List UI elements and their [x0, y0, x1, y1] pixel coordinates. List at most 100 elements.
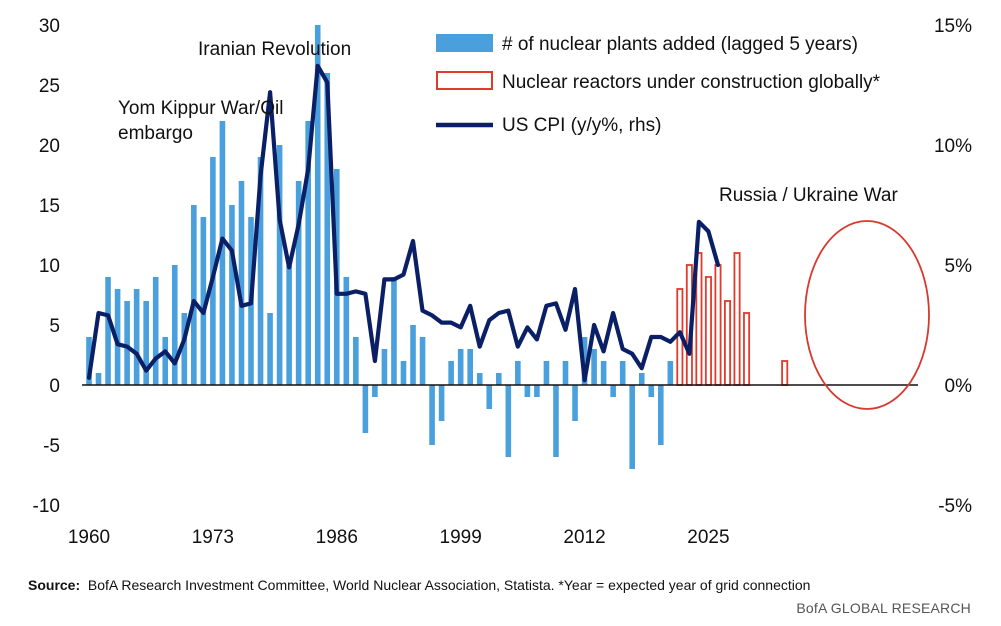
left-tick-label: 20	[39, 136, 60, 157]
plants-added-bar	[124, 301, 130, 385]
plants-added-bar	[257, 157, 264, 385]
legend-label-bar: # of nuclear plants added (lagged 5 year…	[502, 34, 858, 55]
plants-added-bar	[295, 181, 302, 385]
plants-added-bar	[467, 349, 473, 385]
annotation-russia-ukraine: Russia / Ukraine War	[719, 185, 898, 206]
plants-added-bar	[133, 289, 140, 385]
right-tick-label: 5%	[945, 256, 973, 277]
plants-added-bar	[505, 385, 512, 457]
left-tick-label: 10	[39, 256, 60, 277]
plants-added-bar	[419, 337, 426, 385]
construction-bar	[781, 360, 789, 386]
plants-added-bar	[276, 145, 283, 385]
right-tick-label: 15%	[934, 16, 972, 37]
source-label: Source:	[28, 577, 81, 593]
left-axis-ticks: 30 25 20 15 10 5 0 -5 -10	[33, 16, 60, 517]
plants-added-bar	[381, 349, 388, 385]
legend-swatch-bar	[436, 34, 493, 52]
source-text: BofA Research Investment Committee, Worl…	[87, 577, 811, 593]
right-axis-ticks: 15% 10% 5% 0% -5%	[934, 16, 972, 517]
plants-added-bar	[619, 361, 626, 385]
x-axis-ticks: 1960 1973 1986 1999 2012 2025	[68, 527, 730, 548]
left-tick-label: -5	[43, 436, 60, 457]
plants-added-bar	[457, 349, 464, 385]
legend-label-cpi: US CPI (y/y%, rhs)	[502, 115, 661, 136]
left-tick-label: 30	[39, 16, 60, 37]
left-tick-label: 0	[49, 376, 60, 397]
plants-added-bar	[658, 385, 664, 445]
plants-added-bar	[438, 385, 445, 421]
plants-added-bar	[543, 361, 550, 385]
plants-added-bar	[476, 373, 483, 385]
plants-added-bar	[429, 385, 435, 445]
plants-added-bar	[95, 373, 102, 385]
plants-added-bar	[372, 385, 378, 397]
right-tick-label: 0%	[945, 376, 973, 397]
plants-added-bar	[400, 361, 407, 385]
construction-bar	[724, 300, 732, 386]
plants-added-bar	[515, 361, 521, 385]
left-tick-label: 5	[49, 316, 60, 337]
plants-added-bar	[534, 385, 540, 397]
plants-added-bar	[86, 337, 92, 385]
plants-added-bar	[362, 385, 369, 433]
plants-added-bar	[562, 361, 569, 385]
left-tick-label: 15	[39, 196, 60, 217]
plants-added-bar	[524, 385, 531, 397]
plants-added-bar	[553, 385, 559, 457]
annotation-oil-embargo: embargo	[118, 123, 193, 144]
x-tick-label: 1986	[316, 527, 358, 548]
plants-added-bar	[572, 385, 578, 421]
plants-added-bar	[181, 313, 188, 385]
plants-added-bar	[286, 265, 292, 385]
plants-added-bar	[238, 181, 245, 385]
plants-added-bar	[171, 265, 178, 385]
x-tick-label: 1999	[440, 527, 482, 548]
construction-bar	[714, 264, 722, 386]
plants-added-bar	[324, 73, 331, 385]
plants-added-bar	[229, 205, 235, 385]
plants-added-bar	[391, 277, 397, 385]
plants-added-bar	[162, 337, 169, 385]
legend-swatch-outline	[436, 71, 493, 90]
ukraine-war-highlight-ellipse	[804, 220, 930, 410]
plants-added-bar	[114, 289, 121, 385]
plants-added-bar	[314, 25, 321, 385]
brand-label: BofA GLOBAL RESEARCH	[796, 600, 971, 616]
x-tick-label: 2012	[563, 527, 605, 548]
plants-added-bar	[667, 361, 674, 385]
annotation-iranian-revolution: Iranian Revolution	[198, 39, 351, 60]
x-tick-label: 2025	[687, 527, 729, 548]
legend-label-construction: Nuclear reactors under construction glob…	[502, 72, 881, 93]
right-tick-label: 10%	[934, 136, 972, 157]
annotation-yom-kippur: Yom Kippur War/Oil	[118, 98, 283, 119]
plants-added-bar	[591, 349, 597, 385]
plants-added-bar	[610, 385, 616, 397]
plants-added-bar	[648, 385, 655, 397]
plants-added-bar	[267, 313, 273, 385]
plants-added-bar	[486, 385, 493, 409]
source-note: Source: BofA Research Investment Committ…	[28, 577, 810, 593]
plants-added-bar	[343, 277, 350, 385]
legend: # of nuclear plants added (lagged 5 year…	[436, 34, 881, 136]
construction-bar	[743, 312, 751, 386]
left-tick-label: -10	[33, 496, 60, 517]
plants-added-bar	[105, 277, 111, 385]
right-tick-label: -5%	[938, 496, 972, 517]
construction-bar	[733, 252, 741, 386]
plants-added-bar	[600, 361, 607, 385]
construction-bar	[704, 276, 712, 386]
plants-added-bar	[448, 361, 454, 385]
plants-added-bar	[638, 373, 645, 385]
x-tick-label: 1960	[68, 527, 110, 548]
plants-added-bar	[305, 121, 311, 385]
plants-added-bar	[219, 121, 226, 385]
plants-added-bar	[191, 205, 197, 385]
plants-added-bar	[495, 373, 502, 385]
plants-added-bar	[410, 325, 416, 385]
cpi-line	[86, 63, 721, 383]
plants-added-bar	[353, 337, 359, 385]
plants-added-bar	[629, 385, 636, 469]
x-tick-label: 1973	[192, 527, 234, 548]
